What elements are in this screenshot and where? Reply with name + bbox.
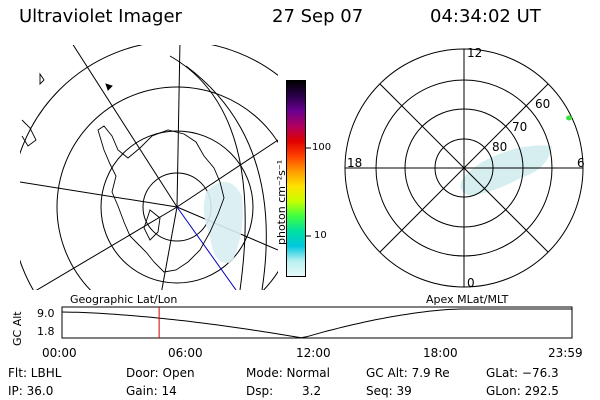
geo-map-label: Geographic Lat/Lon bbox=[70, 293, 178, 306]
polar-diagonal bbox=[379, 83, 549, 253]
status-mode: Mode: Normal bbox=[246, 366, 330, 380]
altitude-curve bbox=[61, 308, 572, 339]
mlt-label-right: 6 bbox=[577, 156, 585, 170]
geo-meridian bbox=[176, 139, 278, 208]
colorbar-tick-label: 10 bbox=[314, 230, 327, 241]
colorbar bbox=[286, 80, 306, 277]
altitude-ytick-label: 1.8 bbox=[37, 325, 55, 338]
geo-meridian bbox=[72, 45, 178, 208]
altitude-xtick-label: 23:59 bbox=[548, 346, 583, 360]
coastline bbox=[105, 83, 113, 91]
geo-meridian bbox=[176, 45, 181, 208]
altitude-xtick-label: 06:00 bbox=[168, 346, 203, 360]
status-ip: IP: 36.0 bbox=[8, 384, 54, 398]
altitude-xtick-label: 00:00 bbox=[42, 346, 77, 360]
altitude-xtick-label: 18:00 bbox=[423, 346, 458, 360]
lat-label-60: 60 bbox=[535, 97, 551, 111]
geo-outer-arc bbox=[185, 65, 267, 290]
coastline bbox=[21, 119, 37, 147]
status-gain: Gain: 14 bbox=[126, 384, 177, 398]
lat-label-80: 80 bbox=[492, 140, 508, 154]
altitude-strip-frame bbox=[61, 306, 573, 339]
geo-meridian bbox=[161, 206, 178, 290]
altitude-xtick-label: 12:00 bbox=[296, 346, 331, 360]
mlt-label-bottom: 0 bbox=[467, 276, 475, 290]
mlt-label-left: 18 bbox=[347, 156, 363, 170]
green-dot bbox=[566, 115, 572, 121]
status-flt: Flt: LBHL bbox=[8, 366, 62, 380]
altitude-ytick-label: 9.0 bbox=[37, 307, 55, 320]
geo-lat-circle bbox=[56, 86, 278, 290]
colorbar-tick-label: 100 bbox=[312, 142, 332, 153]
aurora-patch-polar bbox=[460, 145, 552, 196]
geo-outer-arc bbox=[169, 55, 246, 290]
geo-blue-meridian bbox=[176, 206, 237, 290]
date-label: 27 Sep 07 bbox=[272, 6, 364, 27]
coastline bbox=[97, 125, 225, 273]
status-dsp: Dsp: bbox=[246, 384, 274, 398]
coastline bbox=[143, 209, 161, 241]
status-dsp-value: 3.2 bbox=[302, 384, 322, 398]
mlt-label-top: 12 bbox=[467, 46, 483, 60]
status-gc-alt: GC Alt: 7.9 Re bbox=[366, 366, 450, 380]
geo-meridian bbox=[20, 181, 178, 208]
status-glon: GLon: 292.5 bbox=[486, 384, 559, 398]
status-door: Door: Open bbox=[126, 366, 195, 380]
coastline bbox=[39, 72, 45, 86]
instrument-title: Ultraviolet Imager bbox=[19, 6, 182, 27]
time-label: 04:34:02 UT bbox=[430, 6, 541, 27]
status-glat: GLat: −76.3 bbox=[486, 366, 559, 380]
polar-plot-label: Apex MLat/MLT bbox=[426, 293, 509, 306]
colorbar-ticks bbox=[306, 147, 311, 237]
aurora-patch-geo bbox=[203, 181, 243, 263]
geo-meridian bbox=[35, 206, 178, 290]
status-seq: Seq: 39 bbox=[366, 384, 412, 398]
geo-lat-circle bbox=[100, 130, 254, 284]
lat-label-70: 70 bbox=[512, 120, 528, 134]
